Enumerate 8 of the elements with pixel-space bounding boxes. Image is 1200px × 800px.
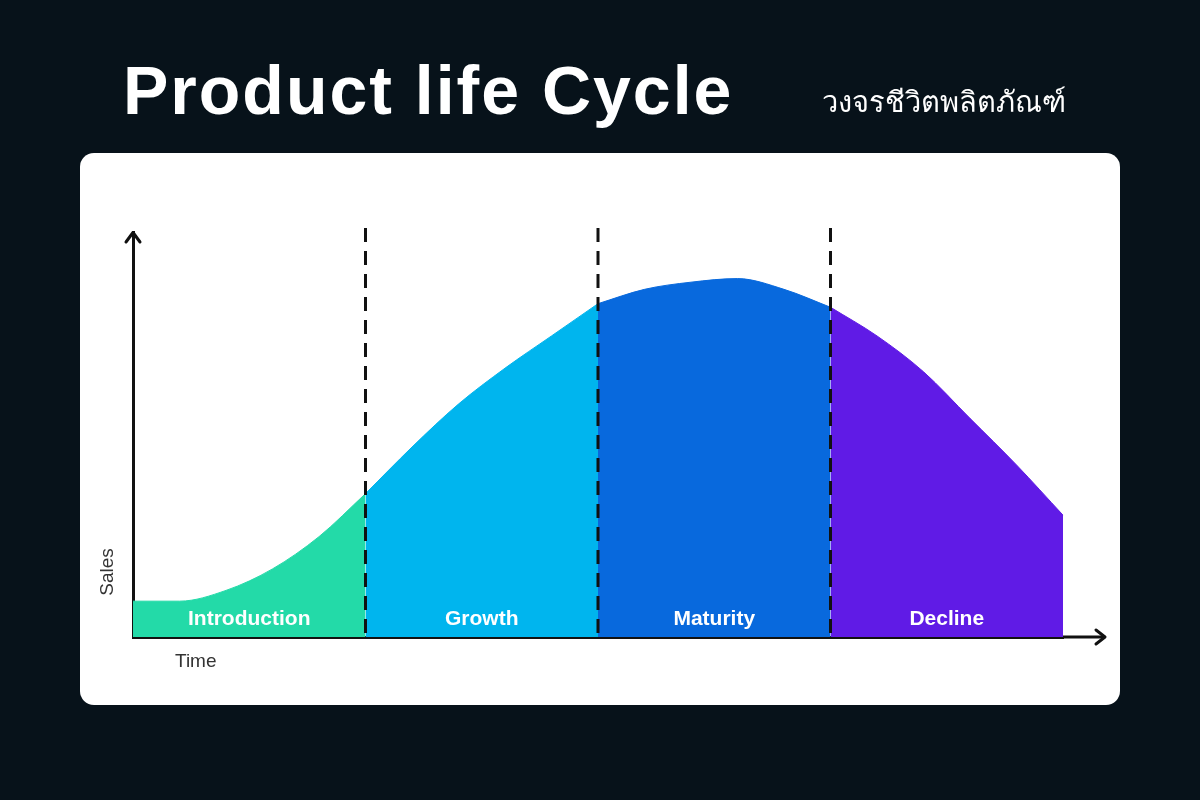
series-label: Decline (909, 605, 985, 629)
chart-title: Product life Cycle (123, 51, 734, 130)
y-axis-title: Sales (96, 548, 118, 596)
series-label: Maturity (673, 605, 756, 629)
series-label: Growth (445, 605, 519, 629)
x-axis-title: Time (175, 650, 217, 672)
series-label: Introduction (188, 605, 311, 629)
chart-subtitle: วงจรชีวิตพลิตภัณฑ์ (822, 85, 1066, 120)
